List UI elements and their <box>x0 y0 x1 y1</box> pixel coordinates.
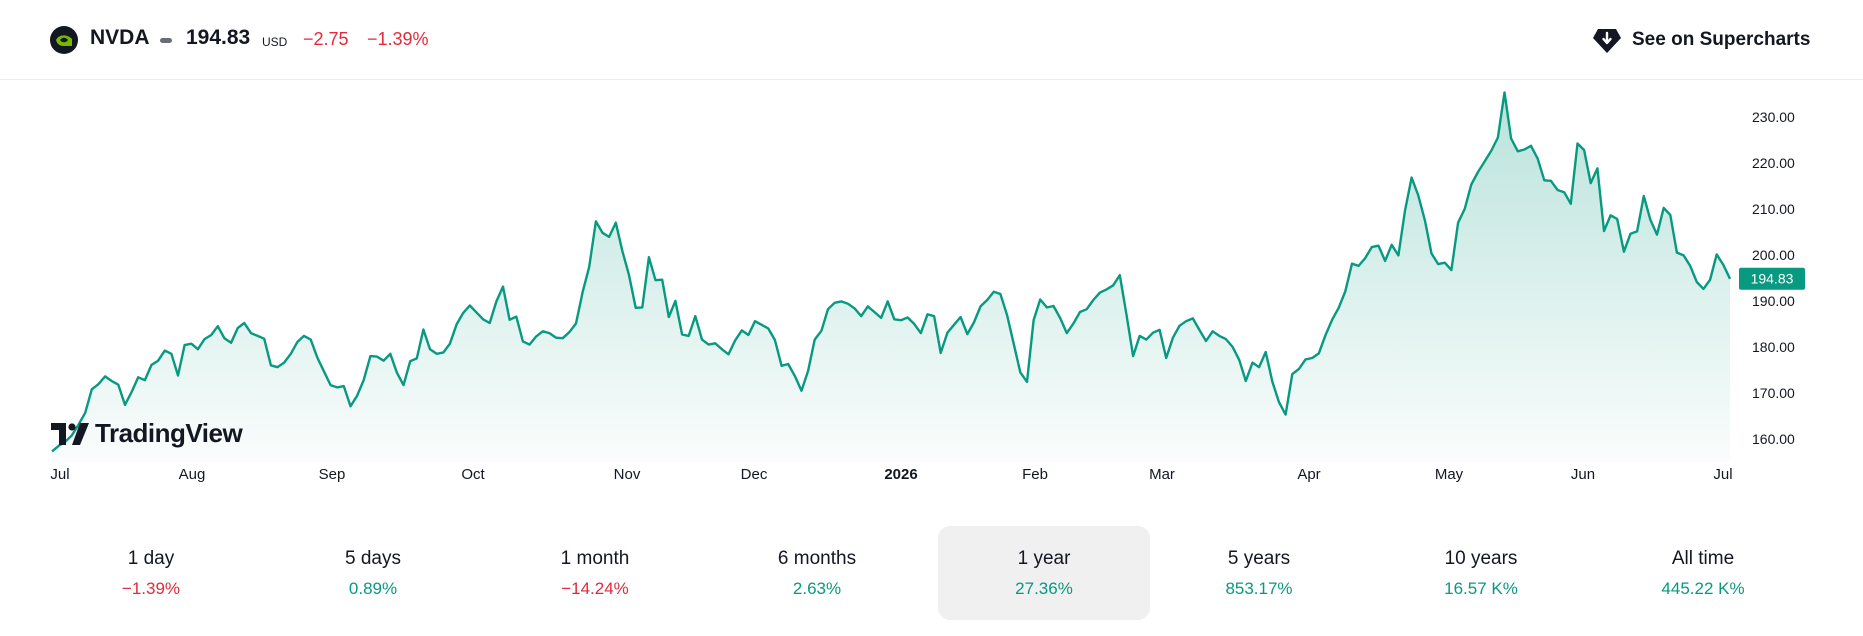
last-price-box <box>1739 267 1805 290</box>
period-label: 1 day <box>127 548 175 569</box>
period-5-years-button[interactable]: 5 years 853.17% <box>1153 526 1365 620</box>
y-tick-label: 210.00 <box>1752 201 1795 217</box>
price-line <box>51 91 1732 453</box>
y-tick-label: 190.00 <box>1752 293 1795 309</box>
period-6-months-button[interactable]: 6 months 2.63% <box>711 526 923 620</box>
y-tick-label: 180.00 <box>1752 339 1795 355</box>
price-area <box>52 92 1730 463</box>
period-change: 853.17% <box>1225 579 1293 598</box>
price-chart[interactable]: 160.00 170.00 180.00 190.00 200.00 210.00 220.… <box>0 80 1863 500</box>
x-tick-label: Jul <box>1713 466 1732 483</box>
period-label: All time <box>1671 548 1735 569</box>
period-all-time-button[interactable]: All time 445.22 K% <box>1597 526 1809 620</box>
tradingview-watermark[interactable]: TradingView <box>51 418 243 449</box>
y-tick-label: 160.00 <box>1752 431 1795 447</box>
x-tick-label: Apr <box>1297 466 1320 483</box>
y-axis: 160.00 170.00 180.00 190.00 200.00 210.00 220.… <box>1752 109 1795 447</box>
period-label: 6 months <box>777 548 857 569</box>
x-tick-label: May <box>1435 466 1464 483</box>
period-1-month-button[interactable]: 1 month −14.24% <box>489 526 701 620</box>
period-change: 16.57 K% <box>1444 579 1518 598</box>
period-5-days-button[interactable]: 5 days 0.89% <box>267 526 479 620</box>
x-tick-label: Oct <box>461 466 485 483</box>
current-price: 194.83 <box>186 26 251 49</box>
x-tick-label: Dec <box>741 466 768 483</box>
period-10-years-button[interactable]: 10 years 16.57 K% <box>1375 526 1587 620</box>
period-change: −14.24% <box>561 579 629 598</box>
x-tick-label: Jun <box>1571 466 1595 483</box>
price-change-percent: −1.39% <box>367 29 429 49</box>
x-tick-label: Mar <box>1149 466 1175 483</box>
period-change: 0.89% <box>348 579 398 598</box>
price-change: −2.75 <box>303 29 349 49</box>
nvidia-logo-icon <box>50 26 78 54</box>
see-on-supercharts-label: See on Supercharts <box>1632 29 1811 50</box>
period-1-year-button[interactable]: 1 year 27.36% <box>938 526 1150 620</box>
period-label: 1 year <box>1017 548 1071 569</box>
period-change: −1.39% <box>121 579 181 598</box>
period-selector: 1 day −1.39% 5 days 0.89% 1 month −14.24% 6 mo… <box>45 526 1815 620</box>
period-label: 5 years <box>1227 548 1291 569</box>
see-on-supercharts-button[interactable]: See on Supercharts <box>1592 22 1810 58</box>
x-tick-label: 2026 <box>884 466 917 483</box>
last-price-label: 194.83 <box>1739 267 1805 290</box>
x-tick-label: Aug <box>179 466 206 483</box>
period-change: 27.36% <box>1015 579 1073 598</box>
supercharts-icon <box>1593 29 1621 53</box>
period-label: 10 years <box>1444 548 1518 569</box>
x-axis: Jul Aug Sep Oct Nov Dec 2026 Feb Mar Apr May Jun Jul <box>50 466 1732 483</box>
ticker-symbol[interactable]: NVDA <box>90 26 150 49</box>
tradingview-logo-icon <box>51 422 89 445</box>
y-tick-label: 220.00 <box>1752 155 1795 171</box>
y-tick-label: 230.00 <box>1752 109 1795 125</box>
y-tick-label: 170.00 <box>1752 385 1795 401</box>
period-1-day-button[interactable]: 1 day −1.39% <box>45 526 257 620</box>
currency-label: USD <box>262 35 288 49</box>
market-status-dash <box>160 38 172 43</box>
symbol-header: NVDA 194.83 USD −2.75 −1.39% See on Supe… <box>0 0 1863 80</box>
y-tick-label: 200.00 <box>1752 247 1795 263</box>
x-tick-label: Sep <box>319 466 346 483</box>
period-change: 2.63% <box>792 579 842 598</box>
period-label: 1 month <box>560 548 630 569</box>
x-tick-label: Nov <box>614 466 641 483</box>
x-tick-label: Feb <box>1022 466 1048 483</box>
period-change: 445.22 K% <box>1661 579 1745 598</box>
period-label: 5 days <box>345 548 401 569</box>
tradingview-wordmark: TradingView <box>95 418 243 448</box>
last-price-value: 194.83 <box>1751 271 1794 287</box>
x-tick-label: Jul <box>50 466 69 483</box>
